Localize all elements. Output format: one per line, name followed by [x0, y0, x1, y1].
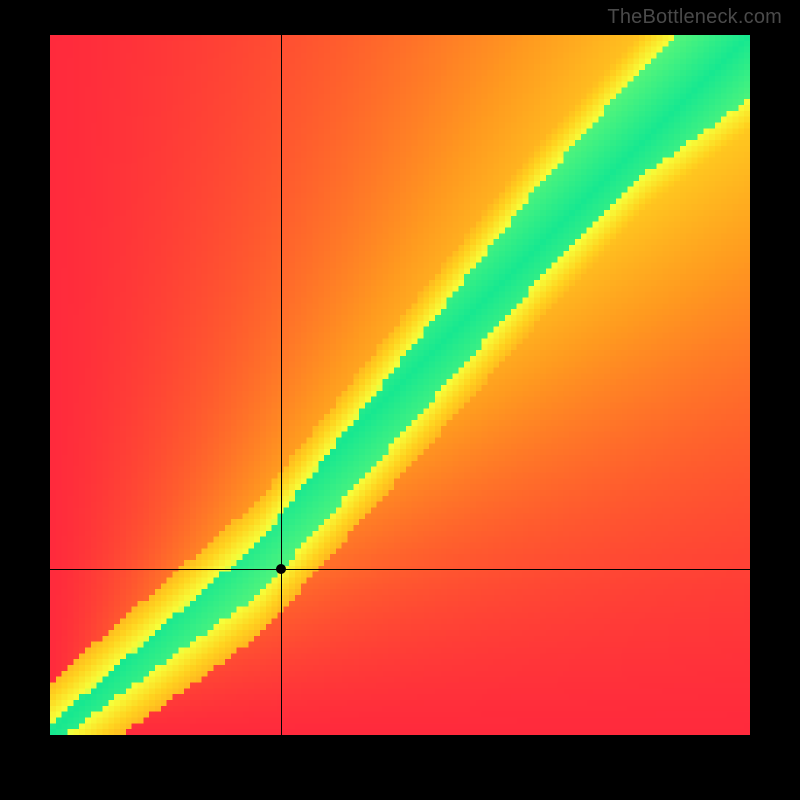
- crosshair-vertical: [281, 35, 282, 735]
- watermark-text: TheBottleneck.com: [607, 6, 782, 29]
- operating-point-marker: [276, 564, 286, 574]
- plot-area: [50, 35, 750, 735]
- crosshair-horizontal: [50, 569, 750, 570]
- bottleneck-heatmap: [50, 35, 750, 735]
- chart-stage: TheBottleneck.com: [0, 0, 800, 800]
